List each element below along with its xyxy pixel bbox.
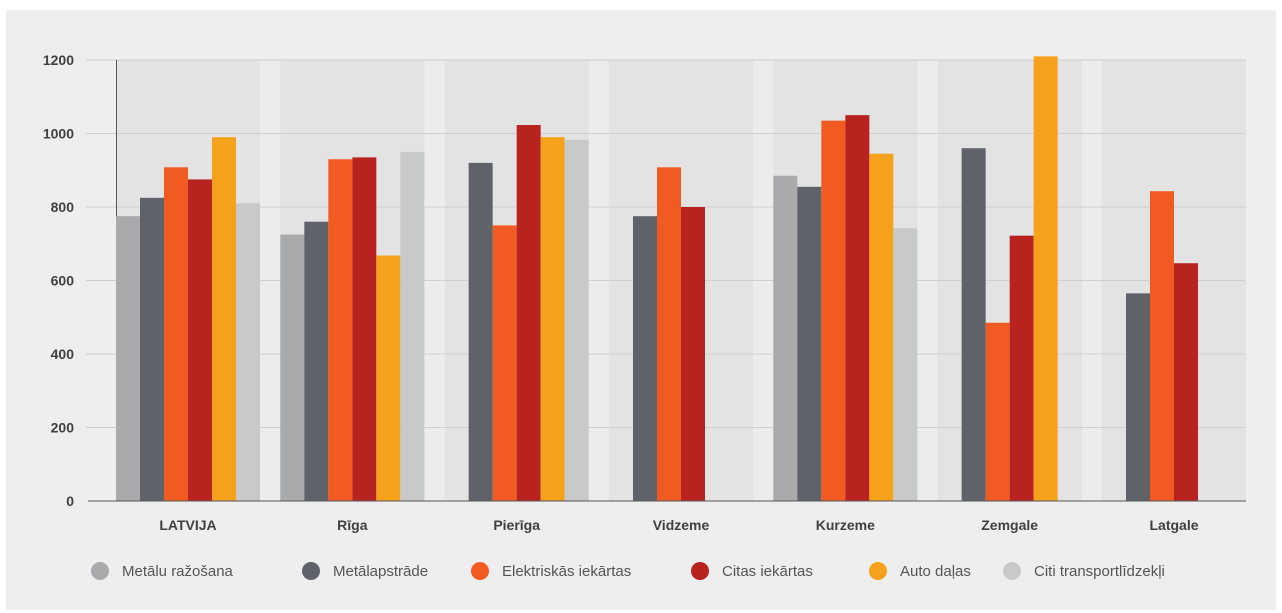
bar bbox=[1126, 293, 1150, 501]
bar bbox=[564, 139, 589, 501]
y-tick-label: 1000 bbox=[43, 126, 74, 142]
bar bbox=[164, 167, 188, 501]
bar bbox=[1033, 56, 1058, 501]
bar bbox=[116, 216, 140, 501]
y-tick-label: 800 bbox=[51, 199, 75, 215]
legend-label: Citi transportlīdzekļi bbox=[1034, 563, 1165, 580]
bar bbox=[797, 186, 822, 501]
bar bbox=[893, 228, 918, 501]
legend-label: Metālu ražošana bbox=[122, 563, 234, 580]
bar bbox=[657, 167, 681, 501]
legend-swatch bbox=[691, 562, 709, 580]
legend-label: Elektriskās iekārtas bbox=[502, 563, 631, 580]
y-tick-label: 600 bbox=[51, 273, 75, 289]
bar bbox=[280, 234, 305, 501]
bar bbox=[140, 197, 164, 501]
bar bbox=[304, 221, 329, 501]
legend-label: Metālapstrāde bbox=[333, 563, 428, 580]
x-category-label: Rīga bbox=[337, 517, 368, 533]
bar bbox=[961, 148, 986, 501]
bar bbox=[492, 225, 517, 501]
y-tick-label: 0 bbox=[66, 493, 74, 509]
x-category-label: Zemgale bbox=[981, 517, 1038, 533]
legend-swatch bbox=[91, 562, 109, 580]
bar bbox=[188, 179, 212, 501]
bar bbox=[985, 322, 1010, 501]
bar bbox=[352, 157, 377, 501]
bar bbox=[821, 120, 846, 501]
bar bbox=[633, 216, 657, 501]
legend-swatch bbox=[869, 562, 887, 580]
bar bbox=[212, 137, 236, 502]
bar bbox=[845, 115, 870, 501]
legend-label: Citas iekārtas bbox=[722, 563, 813, 580]
legend-swatch bbox=[471, 562, 489, 580]
bar bbox=[468, 162, 493, 501]
x-category-label: LATVIJA bbox=[159, 517, 216, 533]
bar bbox=[773, 175, 798, 501]
legend-swatch bbox=[1003, 562, 1021, 580]
x-category-label: Vidzeme bbox=[653, 517, 710, 533]
bar bbox=[540, 137, 565, 502]
bar bbox=[1174, 263, 1198, 501]
bar bbox=[328, 159, 353, 501]
x-category-label: Kurzeme bbox=[816, 517, 875, 533]
bar bbox=[400, 151, 425, 501]
x-category-label: Pierīga bbox=[493, 517, 540, 533]
y-tick-label: 200 bbox=[51, 420, 75, 436]
y-tick-label: 1200 bbox=[43, 52, 74, 68]
x-category-label: Latgale bbox=[1149, 517, 1198, 533]
bar bbox=[236, 203, 260, 501]
bar bbox=[1009, 235, 1034, 502]
bar bbox=[681, 207, 705, 501]
bar bbox=[869, 153, 894, 501]
bar bbox=[1150, 191, 1174, 501]
bar bbox=[376, 255, 401, 501]
bar bbox=[516, 125, 541, 502]
y-tick-label: 400 bbox=[51, 346, 75, 362]
legend-swatch bbox=[302, 562, 320, 580]
legend-label: Auto daļas bbox=[900, 563, 971, 580]
